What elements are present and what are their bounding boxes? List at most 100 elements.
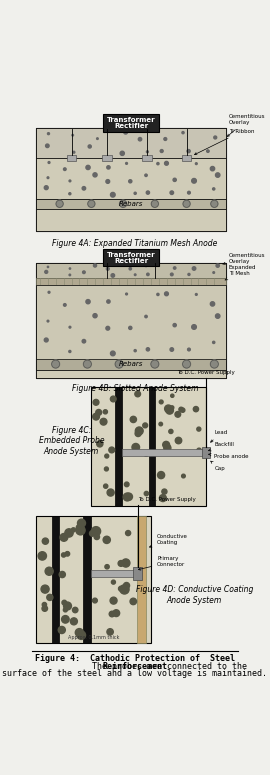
Bar — [36, 128, 226, 231]
Circle shape — [107, 629, 113, 635]
Bar — [36, 263, 226, 377]
Circle shape — [38, 552, 46, 560]
Circle shape — [60, 533, 68, 541]
Circle shape — [106, 267, 109, 270]
Circle shape — [129, 180, 132, 183]
Circle shape — [110, 597, 117, 604]
Circle shape — [48, 161, 50, 164]
Circle shape — [47, 177, 49, 178]
Circle shape — [171, 394, 174, 398]
Circle shape — [151, 360, 159, 368]
Circle shape — [215, 314, 220, 319]
Circle shape — [105, 565, 109, 569]
Circle shape — [126, 293, 127, 295]
Circle shape — [126, 163, 127, 164]
Circle shape — [110, 192, 115, 197]
Circle shape — [106, 180, 110, 184]
Circle shape — [93, 399, 99, 405]
Circle shape — [63, 304, 66, 306]
Circle shape — [59, 571, 65, 577]
Circle shape — [107, 166, 110, 169]
Circle shape — [77, 631, 86, 639]
Bar — [115, 387, 122, 506]
Bar — [137, 516, 146, 643]
Bar — [36, 284, 226, 360]
Text: surface of the steel and a low voltage is maintained.: surface of the steel and a low voltage i… — [2, 669, 268, 678]
Circle shape — [138, 137, 142, 141]
Circle shape — [192, 325, 196, 329]
Circle shape — [47, 320, 49, 322]
Circle shape — [157, 163, 159, 165]
Circle shape — [125, 493, 133, 501]
Text: To D.C. Power Supply: To D.C. Power Supply — [178, 370, 235, 375]
Circle shape — [195, 294, 197, 295]
Circle shape — [170, 406, 174, 409]
Circle shape — [129, 326, 132, 329]
Circle shape — [215, 173, 220, 177]
Text: Figure 4D: Conductive Coating
Anode System: Figure 4D: Conductive Coating Anode Syst… — [136, 585, 253, 604]
Circle shape — [109, 447, 114, 453]
Circle shape — [213, 272, 215, 274]
Circle shape — [109, 611, 115, 617]
Circle shape — [93, 264, 97, 267]
Circle shape — [212, 188, 215, 190]
Circle shape — [173, 323, 176, 327]
Circle shape — [71, 528, 76, 532]
Bar — [36, 208, 226, 231]
Circle shape — [135, 391, 140, 397]
Circle shape — [46, 144, 49, 147]
Circle shape — [122, 559, 130, 567]
Circle shape — [135, 427, 143, 435]
Circle shape — [175, 412, 181, 417]
Bar — [142, 154, 152, 161]
Circle shape — [111, 274, 114, 277]
Circle shape — [145, 174, 147, 177]
Circle shape — [104, 467, 108, 471]
Circle shape — [134, 192, 136, 195]
Text: Approx. 0.1mm thick: Approx. 0.1mm thick — [68, 635, 119, 639]
Circle shape — [120, 151, 124, 156]
Text: Expanded
Ti Mesh: Expanded Ti Mesh — [225, 265, 256, 280]
Bar — [103, 154, 112, 161]
Circle shape — [94, 534, 100, 539]
Circle shape — [52, 360, 60, 368]
Circle shape — [210, 167, 215, 170]
Bar — [103, 249, 159, 267]
Circle shape — [207, 150, 209, 153]
Circle shape — [144, 452, 148, 456]
Circle shape — [187, 150, 190, 153]
Circle shape — [130, 598, 137, 605]
Circle shape — [77, 519, 86, 527]
Circle shape — [126, 531, 131, 536]
Circle shape — [65, 552, 70, 556]
Circle shape — [124, 130, 127, 134]
Text: Figure 4C:
Embedded Probe
Anode System: Figure 4C: Embedded Probe Anode System — [39, 425, 104, 456]
Circle shape — [195, 163, 197, 164]
Circle shape — [179, 407, 183, 412]
Text: Cementitious
Overlay: Cementitious Overlay — [227, 114, 265, 136]
Text: Transformer: Transformer — [107, 253, 155, 258]
Circle shape — [192, 178, 196, 183]
Circle shape — [110, 351, 115, 356]
Circle shape — [173, 178, 176, 181]
Circle shape — [86, 300, 90, 304]
Circle shape — [82, 339, 86, 343]
Circle shape — [86, 165, 90, 170]
Circle shape — [44, 338, 48, 342]
Circle shape — [115, 360, 123, 368]
Circle shape — [145, 315, 147, 318]
Bar — [36, 516, 151, 643]
Circle shape — [157, 471, 165, 479]
Circle shape — [63, 168, 66, 170]
Bar — [36, 263, 226, 278]
Circle shape — [164, 292, 168, 296]
Bar — [103, 114, 159, 132]
Text: Figure 4A: Expanded Titanium Mesh Anode: Figure 4A: Expanded Titanium Mesh Anode — [52, 239, 218, 248]
Circle shape — [162, 489, 167, 494]
Text: Conductive
Coating: Conductive Coating — [150, 534, 188, 547]
Circle shape — [107, 300, 110, 303]
Bar — [36, 278, 226, 284]
Circle shape — [192, 267, 196, 270]
Bar — [149, 387, 155, 506]
Circle shape — [170, 273, 173, 276]
